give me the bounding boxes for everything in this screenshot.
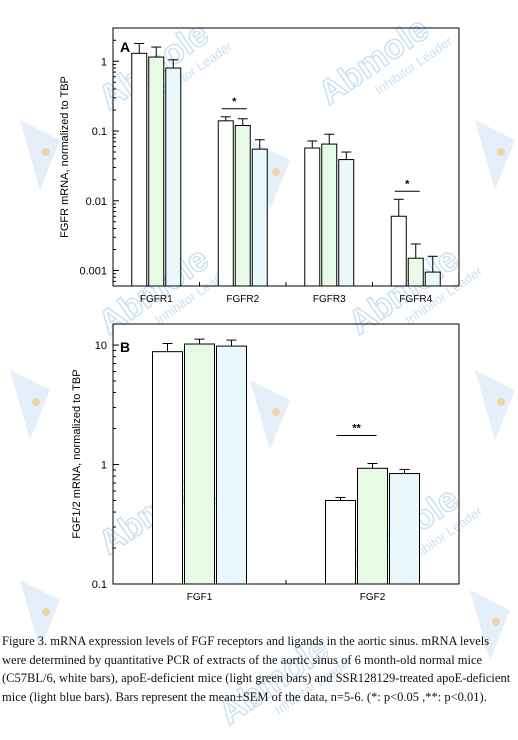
y-tick-label: 10: [95, 340, 107, 352]
y-axis-label-b: FGF1/2 mRNA, normalized to TBP: [71, 369, 83, 538]
significance-label: **: [352, 422, 361, 434]
watermark-dot: [272, 408, 280, 416]
x-tick-label: FGFR1: [140, 294, 173, 305]
watermark-shape: [475, 120, 515, 190]
y-tick-label: 1: [101, 460, 107, 472]
bar-FGFR3-1: [321, 143, 338, 287]
bar-FGF1-1: [184, 343, 215, 585]
watermark-shape: [475, 370, 515, 440]
bar-FGFR1-2: [165, 67, 182, 287]
y-tick-label: 0.001: [79, 266, 107, 278]
x-tick-label: FGFR2: [226, 294, 259, 305]
x-tick-label: FGF1: [187, 592, 213, 603]
bar-FGF1-2: [216, 345, 247, 585]
watermark-dot: [497, 148, 505, 156]
watermark-dot: [42, 608, 50, 616]
watermark-shape: [20, 580, 60, 650]
significance-label: *: [405, 178, 410, 190]
x-tick-label: FGFR4: [399, 294, 432, 305]
watermark-shape: [10, 370, 50, 440]
bar-FGFR4-1: [407, 257, 424, 287]
chart-panel-a: A FGFR mRNA, normalized to TBP 1 0.1 0.01 0…: [59, 27, 460, 305]
x-tick-label: FGFR3: [313, 294, 346, 305]
watermark-shape: [470, 590, 510, 660]
y-axis-label-a: FGFR mRNA, normalized to TBP: [59, 76, 71, 238]
bar-FGFR4-0: [390, 215, 407, 287]
bar-FGFR1-0: [131, 52, 148, 287]
bar-FGFR2-2: [251, 148, 268, 287]
panel-label-b: B: [120, 339, 130, 355]
bar-FGFR3-0: [304, 147, 321, 287]
y-tick-label: 1: [101, 56, 107, 68]
y-tick-label: 0.01: [86, 196, 107, 208]
x-tick-label: FGF2: [360, 592, 386, 603]
y-tick-label: 0.1: [92, 126, 107, 138]
watermark-dot: [42, 148, 50, 156]
watermark-shape: [250, 380, 290, 450]
bar-FGF1-0: [152, 351, 183, 585]
y-tick-label: 0.1: [92, 579, 107, 591]
significance-label: *: [232, 96, 237, 108]
watermark-dot: [492, 618, 500, 626]
bar-FGFR4-2: [424, 271, 441, 287]
bar-FGF2-0: [325, 499, 356, 585]
figure-caption: Figure 3. mRNA expression levels of FGF …: [2, 634, 511, 704]
watermark-shape: [20, 120, 60, 190]
plot-area-a: 1 0.1 0.01 0.001 FGFR1 FGFR2 FGFR3 FGFR4 * *: [79, 39, 460, 305]
bar-FGF2-1: [357, 467, 388, 585]
watermark-dot: [497, 398, 505, 406]
chart-panel-b: B FGF1/2 mRNA, normalized to TBP 10 1 0.1 F…: [71, 323, 460, 603]
bar-FGF2-2: [389, 473, 420, 585]
bar-FGFR1-1: [148, 56, 165, 287]
watermark-dot: [272, 168, 280, 176]
bar-FGFR2-1: [234, 125, 251, 287]
panel-label-a: A: [120, 39, 130, 55]
watermark-dot: [32, 398, 40, 406]
bar-FGFR3-2: [338, 159, 355, 287]
bar-FGFR2-0: [217, 120, 234, 287]
plot-area-b: 10 1 0.1 FGF1 FGF2 **: [92, 338, 460, 603]
